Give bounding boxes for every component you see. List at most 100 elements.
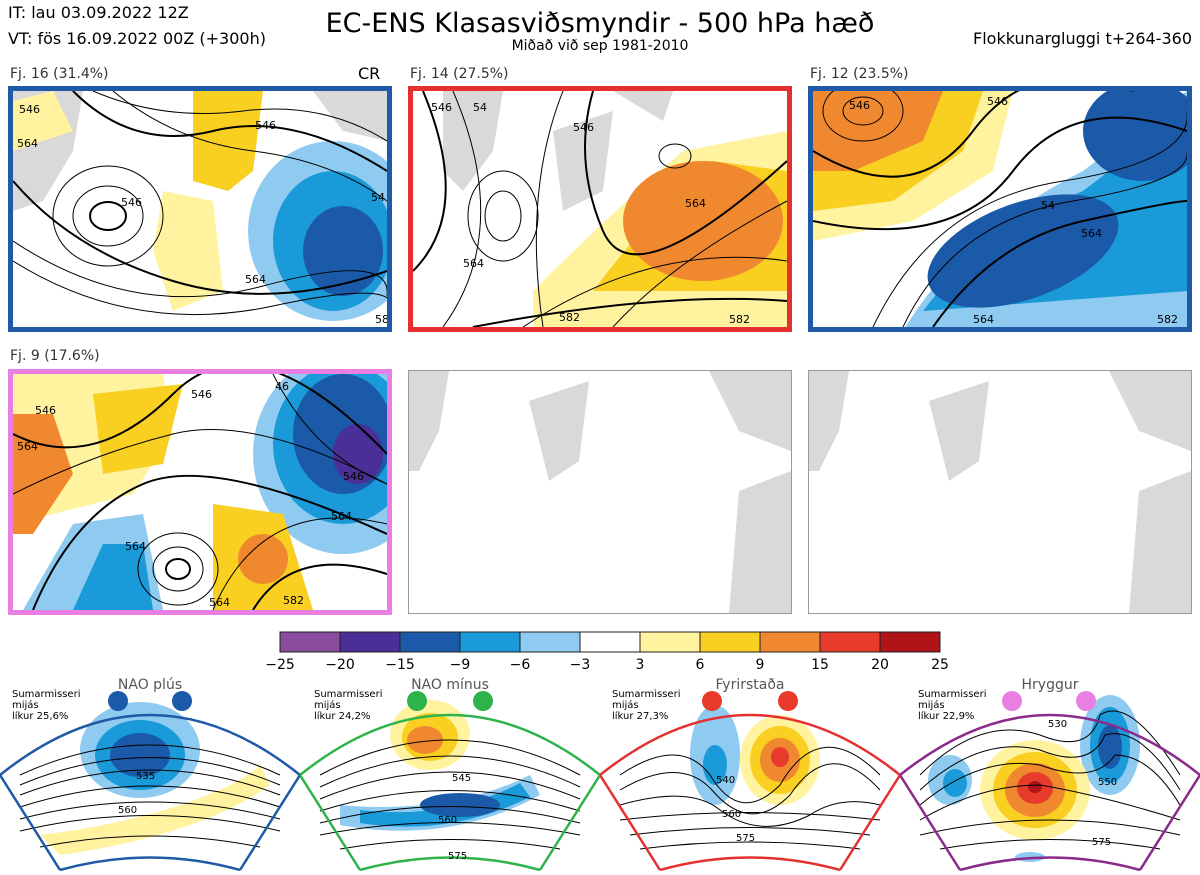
- cluster-4-contour-label: 564: [17, 440, 38, 453]
- colorbar-tick-label: 25: [931, 657, 949, 673]
- regime-2-contour-label: 575: [448, 851, 467, 862]
- regime-2-note: mijás: [314, 700, 341, 711]
- colorbar-bin: [879, 631, 941, 653]
- cluster-4-contour-label: 582: [283, 594, 304, 607]
- valid-time: VT: fös 16.09.2022 00Z (+300h): [8, 29, 266, 48]
- cluster-2-map: 546 546 564 564 582 582 54: [408, 86, 792, 332]
- regime-ridge: 530 550 575 Hryggur Sumarmisseri mijás l…: [898, 675, 1200, 872]
- regime-3-contour-label: 575: [736, 833, 755, 844]
- colorbar-ticks: −25 −20 −15 −9 −6 −3 3 6 9 15 20 25: [265, 657, 949, 673]
- regime-nao-plus: 535 560 NAO plús Sumarmisseri mijás líku…: [0, 675, 302, 872]
- cluster-1-contour-label: 564: [245, 273, 266, 286]
- colorbar-tick-label: −25: [265, 657, 295, 673]
- regime-1-contour-label: 560: [118, 805, 137, 816]
- cluster-2-label: Fj. 14 (27.5%): [410, 66, 509, 82]
- colorbar-tick-label: −6: [510, 657, 531, 673]
- cluster-2-contour-label: 564: [463, 257, 484, 270]
- cluster-2-contour-label: 54: [473, 101, 487, 114]
- cluster-1-contour-label: 54: [371, 191, 385, 204]
- colorbar-bin: [579, 631, 641, 653]
- regime-3-probability: líkur 27,3%: [612, 711, 669, 722]
- colorbar-tick-label: −15: [385, 657, 415, 673]
- regime-2-season: Sumarmisseri: [314, 689, 383, 700]
- chart-title: EC-ENS Klasasviðsmyndir - 500 hPa hæð: [325, 8, 875, 39]
- classification-window: Flokkunargluggi t+264-360: [973, 29, 1192, 48]
- cluster-1-contour-label: 582: [375, 313, 387, 326]
- regime-1-note: mijás: [12, 700, 39, 711]
- regime-1-season: Sumarmisseri: [12, 689, 81, 700]
- regime-3-season: Sumarmisseri: [612, 689, 681, 700]
- regime-4-contour-label: 550: [1098, 777, 1117, 788]
- cluster-1-label: Fj. 16 (31.4%): [10, 66, 109, 82]
- cluster-1-contour-label: 546: [121, 196, 142, 209]
- colorbar-tick-label: 9: [756, 657, 765, 673]
- empty-map-panel: [808, 370, 1192, 614]
- colorbar-bin: [639, 631, 701, 653]
- cluster-4-contour-label: 564: [125, 540, 146, 553]
- cluster-1-contour-label: 546: [255, 119, 276, 132]
- cluster-1-contour-label: 546: [19, 103, 40, 116]
- cluster-4-contour-label: 46: [275, 380, 289, 393]
- colorbar-bin: [399, 631, 461, 653]
- cluster-4-label: Fj. 9 (17.6%): [10, 348, 100, 364]
- colorbar-tick-label: −9: [450, 657, 471, 673]
- cluster-3-contour-label: 564: [973, 313, 994, 326]
- colorbar-tick-label: −20: [325, 657, 355, 673]
- regime-1-name: NAO plús: [117, 677, 183, 693]
- regime-4-contour-label: 575: [1092, 837, 1111, 848]
- init-time: IT: lau 03.09.2022 12Z: [8, 3, 189, 22]
- cluster-1-contour-label: 564: [17, 137, 38, 150]
- regime-2-probability: líkur 24,2%: [314, 711, 371, 722]
- regime-3-note: mijás: [612, 700, 639, 711]
- colorbar-tick-label: 15: [811, 657, 829, 673]
- cluster-3-contour-label: 546: [987, 95, 1008, 108]
- colorbar-tick-label: −3: [570, 657, 591, 673]
- chart-subtitle: Miðað við sep 1981-2010: [511, 38, 689, 54]
- regime-4-name: Hryggur: [1021, 677, 1079, 693]
- cluster-2-contour-label: 546: [573, 121, 594, 134]
- cluster-2-contour-label: 564: [685, 197, 706, 210]
- cluster-3-contour-label: 546: [849, 99, 870, 112]
- colorbar-bin: [519, 631, 581, 653]
- cluster-3-label: Fj. 12 (23.5%): [810, 66, 909, 82]
- colorbar-tick-label: 20: [871, 657, 889, 673]
- colorbar-tick-label: 3: [636, 657, 645, 673]
- regime-2-contour-label: 560: [438, 815, 457, 826]
- colorbar-bin: [279, 631, 341, 653]
- cluster-3-contour-label: 54: [1041, 199, 1055, 212]
- cluster-4-contour-label: 546: [343, 470, 364, 483]
- colorbar-bins: [279, 631, 941, 653]
- regime-3-contour-label: 540: [716, 775, 735, 786]
- colorbar-bin: [759, 631, 821, 653]
- regime-4-season: Sumarmisseri: [918, 689, 987, 700]
- regime-3-name: Fyrirstaða: [715, 677, 785, 693]
- cluster-3-map: 546 546 564 564 582 54: [808, 86, 1192, 332]
- regime-4-probability: líkur 22,9%: [918, 711, 975, 722]
- cluster-2-contour-label: 582: [559, 311, 580, 324]
- regime-2-contour-label: 545: [452, 773, 471, 784]
- regime-3-contour-label: 560: [722, 809, 741, 820]
- regime-4-note: mijás: [918, 700, 945, 711]
- regime-4-contour-label: 530: [1048, 719, 1067, 730]
- colorbar: −25 −20 −15 −9 −6 −3 3 6 9 15 20 25: [265, 631, 949, 673]
- colorbar-tick-label: 6: [696, 657, 705, 673]
- cluster-4-map: 546 564 546 564 546 564 582 564 46: [8, 369, 392, 615]
- cluster-4-contour-label: 564: [331, 510, 352, 523]
- cluster-3-contour-label: 582: [1157, 313, 1178, 326]
- colorbar-bin: [819, 631, 881, 653]
- regime-2-name: NAO mínus: [411, 677, 489, 693]
- cluster-3-contour-label: 564: [1081, 227, 1102, 240]
- regime-blocking: 540 560 575 Fyrirstaða Sumarmisseri mijá…: [598, 675, 902, 872]
- cluster-4-contour-label: 564: [209, 596, 230, 609]
- regime-nao-minus: 545 560 575 NAO mínus Sumarmisseri mijás…: [298, 675, 602, 872]
- cluster-1-tag: CR: [358, 64, 381, 83]
- colorbar-bin: [699, 631, 761, 653]
- cluster-4-contour-label: 546: [35, 404, 56, 417]
- cluster-2-contour-label: 582: [729, 313, 750, 326]
- empty-map-panel: [408, 370, 792, 614]
- regime-1-probability: líkur 25,6%: [12, 711, 69, 722]
- regime-1-contour-label: 535: [136, 771, 155, 782]
- colorbar-bin: [459, 631, 521, 653]
- cluster-1-map: 546 546 564 546 564 582 54: [8, 86, 392, 332]
- cluster-4-contour-label: 546: [191, 388, 212, 401]
